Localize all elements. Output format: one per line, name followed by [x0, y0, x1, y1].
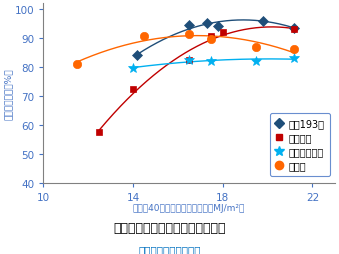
Text: 図３．出穂後日射量と登熟の関係: 図３．出穂後日射量と登熟の関係 [113, 221, 226, 234]
Legend: 北陸193号, タカナリ, ミズホチカラ, 日本晴: 北陸193号, タカナリ, ミズホチカラ, 日本晴 [270, 113, 330, 176]
X-axis label: 出穂後40日平均日積算日射量（MJ/m²）: 出穂後40日平均日積算日射量（MJ/m²） [133, 203, 245, 212]
Text: データは図２と同じ。: データは図２と同じ。 [138, 244, 201, 254]
Y-axis label: シンク充填率（%）: シンク充填率（%） [4, 68, 13, 119]
